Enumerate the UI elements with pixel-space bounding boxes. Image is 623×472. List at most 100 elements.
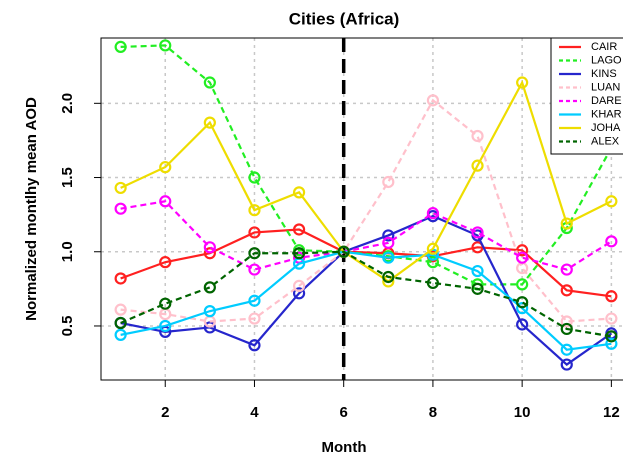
series-line [120,79,612,283]
point [605,290,618,303]
point [114,181,127,195]
point [382,229,395,242]
x-tick-label: 8 [429,404,437,421]
legend-label: LAGO [591,54,622,66]
x-tick-label: 4 [250,404,259,421]
y-axis-label: Normalized montlhy mean AOD [23,97,40,321]
point [248,294,261,307]
point [426,242,440,255]
legend-label: JOHA [591,122,621,134]
point [560,263,573,276]
point [292,186,306,199]
point [471,264,484,278]
legend-label: CAIR [591,41,617,53]
point [560,315,573,328]
point [248,247,261,260]
point [159,195,172,208]
point [471,159,484,172]
point [426,207,440,220]
point [426,276,440,290]
point [114,202,127,215]
point [114,40,127,54]
point [382,175,395,189]
point [560,343,573,356]
point [203,76,216,89]
point [203,116,216,129]
legend-label: KHAR [591,108,622,120]
point [516,318,529,331]
point [382,236,395,249]
point [471,282,484,295]
point [471,226,484,239]
point [516,296,529,309]
point [159,297,172,310]
x-axis-label: Month [322,439,367,456]
point [248,171,261,184]
x-tick-label: 10 [514,404,531,421]
point [159,256,172,269]
point [248,312,261,325]
legend-label: ALEX [591,135,620,147]
point [516,278,529,291]
point [248,339,261,352]
point [159,161,172,174]
point [203,281,216,294]
point [560,284,573,297]
series-line [120,228,612,298]
point [560,322,573,336]
series-line [120,98,612,323]
x-tick-label: 2 [161,404,169,421]
point [605,330,618,343]
point [516,302,529,315]
point [114,303,127,316]
point [248,263,261,276]
series-line [120,250,612,351]
legend-label: LUAN [591,81,620,93]
point [203,241,216,254]
point [248,226,261,239]
point [292,223,306,236]
series-line [120,214,613,366]
point [114,272,127,285]
point [114,316,127,330]
plot-frame [100,37,623,381]
series-line [120,44,613,286]
point [159,319,172,333]
point [114,328,127,341]
point [471,129,484,143]
point [382,251,395,264]
point [516,76,529,89]
point [292,247,306,260]
y-tick-label: 1.0 [59,241,76,262]
point [203,247,216,260]
point [159,39,172,52]
point [382,270,395,284]
point [426,94,440,107]
point [605,312,618,325]
y-tick-label: 2.0 [59,93,76,114]
y-tick-label: 1.5 [59,167,76,188]
point [292,279,306,292]
point [292,287,306,300]
point [248,204,261,217]
legend-label: KINS [591,68,617,80]
x-tick-label: 12 [603,404,620,421]
point [605,235,618,248]
point [560,217,573,230]
legend-box [550,37,623,155]
point [337,245,350,258]
point [560,358,573,371]
point [605,337,618,350]
series-line [120,200,612,271]
chart-title: Cities (Africa) [289,9,400,28]
point [516,251,529,264]
x-tick-label: 6 [340,404,348,421]
point [426,256,440,269]
point [605,195,618,208]
legend-label: DARE [591,95,622,107]
y-tick-label: 0.5 [59,316,76,337]
point [203,305,216,318]
